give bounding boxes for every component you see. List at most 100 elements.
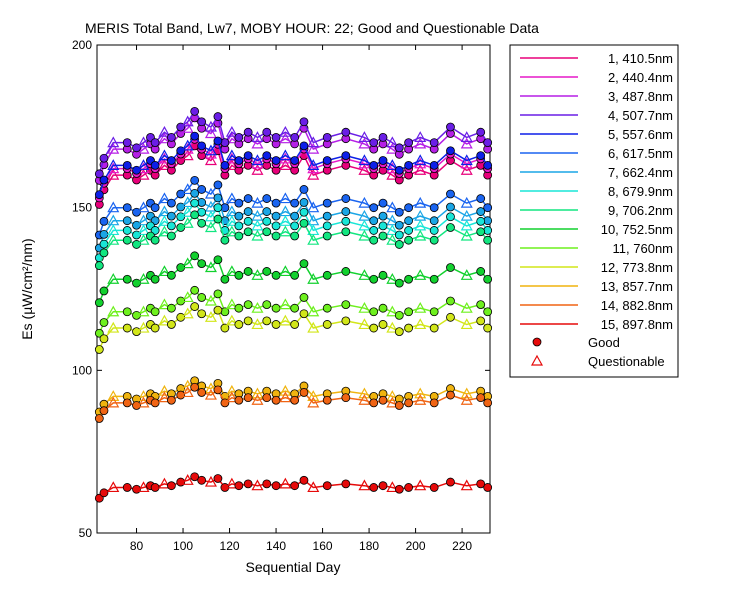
good-point bbox=[341, 316, 351, 326]
questionable-point bbox=[460, 479, 473, 491]
good-point bbox=[167, 198, 176, 208]
legend-label: 9, 706.2nm bbox=[608, 203, 673, 218]
questionable-point bbox=[181, 142, 194, 154]
good-point bbox=[262, 267, 272, 276]
good-point bbox=[213, 385, 223, 395]
questionable-point bbox=[181, 149, 194, 161]
good-point bbox=[369, 160, 379, 170]
questionable-point bbox=[107, 305, 120, 317]
legend-label: 6, 617.5nm bbox=[608, 146, 673, 161]
legend-label: 2, 440.4nm bbox=[608, 70, 673, 85]
good-point bbox=[429, 160, 439, 170]
good-point bbox=[213, 305, 223, 315]
good-point bbox=[122, 226, 132, 235]
series-3 bbox=[94, 113, 493, 185]
questionable-point bbox=[107, 168, 120, 180]
good-point bbox=[394, 143, 404, 153]
good-point bbox=[290, 231, 300, 241]
good-point bbox=[483, 398, 493, 408]
questionable-point bbox=[204, 261, 217, 273]
questionable-point bbox=[251, 269, 264, 280]
series-13 bbox=[94, 376, 493, 417]
good-point bbox=[476, 207, 486, 216]
questionable-point bbox=[107, 142, 120, 154]
good-point bbox=[446, 312, 455, 322]
good-point bbox=[322, 481, 332, 491]
good-point bbox=[213, 112, 223, 121]
questionable-point bbox=[158, 298, 171, 310]
questionable-point bbox=[137, 481, 150, 493]
good-point bbox=[299, 185, 309, 194]
good-point bbox=[99, 239, 109, 249]
questionable-point bbox=[204, 388, 217, 400]
legend-entry: 5, 557.6nm bbox=[520, 127, 673, 142]
good-point bbox=[190, 472, 200, 482]
good-point bbox=[404, 160, 414, 170]
questionable-point bbox=[358, 301, 371, 313]
questionable-point bbox=[158, 149, 171, 161]
questionable-point bbox=[386, 142, 399, 154]
questionable-point bbox=[307, 168, 320, 180]
good-point bbox=[234, 231, 244, 241]
questionable-point bbox=[107, 396, 120, 408]
questionable-point bbox=[414, 479, 427, 491]
good-point bbox=[243, 267, 253, 276]
good-point bbox=[99, 488, 109, 498]
legend-frame bbox=[509, 44, 679, 378]
legend-items: 1, 410.5nm 2, 440.4nm 3, 487.8nm 4, 507.7nm… bbox=[520, 51, 673, 369]
questionable-point bbox=[460, 137, 473, 149]
legend-entry: 12, 773.8nm bbox=[520, 260, 673, 275]
questionable-point bbox=[181, 291, 194, 303]
x-tick-label: 80 bbox=[130, 539, 144, 553]
questionable-point bbox=[251, 164, 264, 175]
good-point bbox=[299, 207, 309, 217]
good-point bbox=[290, 395, 300, 405]
questionable-point bbox=[358, 387, 371, 399]
good-point bbox=[122, 216, 132, 226]
good-point bbox=[322, 221, 332, 231]
good-point bbox=[378, 132, 388, 142]
questionable-point bbox=[358, 154, 371, 166]
good-point bbox=[429, 398, 439, 408]
good-point bbox=[234, 270, 244, 280]
good-point bbox=[190, 175, 200, 185]
good-point bbox=[271, 303, 281, 313]
good-point bbox=[243, 127, 253, 137]
questionable-point bbox=[279, 132, 292, 144]
good-point bbox=[197, 309, 207, 319]
good-point bbox=[378, 211, 388, 221]
legend-entry: 15, 897.8nm bbox=[520, 317, 673, 332]
questionable-point bbox=[307, 142, 320, 154]
good-point bbox=[262, 393, 272, 403]
good-point bbox=[243, 227, 253, 237]
series-10 bbox=[94, 251, 493, 308]
good-point bbox=[369, 235, 379, 245]
good-point bbox=[150, 235, 160, 245]
questionable-point bbox=[307, 273, 320, 284]
questionable-point bbox=[204, 127, 217, 139]
questionable-point bbox=[386, 168, 399, 180]
questionable-point bbox=[225, 149, 238, 161]
questionable-point bbox=[225, 384, 238, 396]
legend-label: 14, 882.8nm bbox=[601, 298, 673, 313]
x-axis-label: Sequential Day bbox=[246, 559, 341, 575]
chart-title: MERIS Total Band, Lw7, MOBY HOUR: 22; Go… bbox=[85, 20, 539, 36]
good-point bbox=[322, 395, 332, 405]
y-tick-label: 50 bbox=[79, 526, 93, 540]
good-point bbox=[213, 255, 223, 265]
good-point bbox=[446, 477, 455, 487]
good-point bbox=[234, 132, 244, 142]
good-point bbox=[476, 194, 486, 203]
questionable-point bbox=[137, 321, 150, 333]
good-point bbox=[167, 132, 176, 142]
good-point bbox=[190, 382, 200, 392]
legend-entry: 13, 857.7nm bbox=[520, 279, 673, 294]
questionable-point bbox=[279, 215, 292, 226]
questionable-point bbox=[181, 115, 194, 127]
questionable-point bbox=[225, 159, 238, 170]
good-point bbox=[271, 156, 281, 165]
questionable-point bbox=[414, 131, 427, 142]
good-point bbox=[94, 345, 104, 354]
good-point bbox=[290, 270, 300, 280]
legend-label: 1, 410.5nm bbox=[608, 51, 673, 66]
